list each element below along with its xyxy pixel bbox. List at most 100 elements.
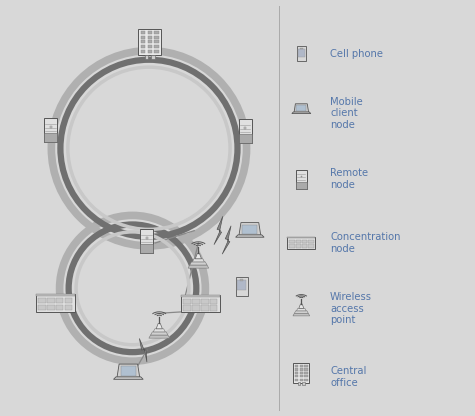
Text: Concentration
node: Concentration node [330, 232, 401, 254]
Bar [56, 298, 63, 303]
Polygon shape [293, 313, 310, 316]
Polygon shape [190, 262, 207, 265]
Bar [295, 365, 298, 367]
Bar [293, 363, 310, 383]
Bar [236, 277, 247, 296]
Bar [148, 31, 152, 34]
Bar [289, 240, 294, 243]
Bar [297, 47, 306, 61]
Polygon shape [117, 364, 140, 377]
Bar [44, 134, 57, 141]
Bar [304, 379, 308, 381]
Bar [244, 127, 247, 129]
Bar [237, 280, 246, 290]
Bar [296, 105, 306, 111]
Bar [56, 305, 63, 310]
Bar [300, 375, 303, 377]
Bar [298, 49, 305, 57]
Bar [36, 294, 75, 312]
Bar [148, 40, 152, 44]
Bar [295, 372, 298, 374]
Bar [154, 40, 159, 44]
Bar [210, 305, 218, 311]
Bar [148, 50, 152, 53]
Text: Wireless
access
point: Wireless access point [330, 292, 372, 325]
Bar [295, 379, 298, 381]
Bar [38, 298, 46, 303]
Polygon shape [292, 112, 311, 114]
Bar [296, 170, 306, 188]
Bar [180, 295, 220, 312]
Bar [301, 176, 302, 177]
Bar [154, 45, 159, 48]
Bar [302, 244, 307, 248]
Bar [304, 372, 308, 374]
Bar [304, 375, 308, 377]
Bar [146, 237, 148, 239]
Bar [296, 182, 306, 188]
Bar [154, 31, 159, 34]
Bar [44, 118, 57, 141]
Bar [295, 240, 301, 243]
Bar [304, 365, 308, 367]
Polygon shape [139, 339, 147, 362]
Bar [295, 375, 298, 377]
Bar [138, 29, 161, 55]
Bar [148, 45, 152, 48]
Bar [298, 382, 300, 385]
Polygon shape [222, 226, 231, 254]
Bar [36, 294, 75, 297]
Bar [192, 299, 199, 304]
Bar [308, 244, 314, 248]
Bar [141, 40, 145, 44]
Polygon shape [114, 377, 143, 379]
Bar [141, 31, 145, 34]
Bar [300, 372, 303, 374]
Bar [151, 55, 154, 59]
Bar [210, 299, 218, 304]
Polygon shape [239, 223, 261, 235]
Bar [302, 382, 305, 385]
Polygon shape [236, 235, 264, 237]
Bar [300, 369, 303, 371]
Bar [148, 36, 152, 39]
Bar [50, 126, 52, 128]
Polygon shape [296, 308, 306, 311]
Bar [180, 295, 220, 297]
Text: Remote
node: Remote node [330, 168, 368, 190]
Polygon shape [156, 323, 162, 329]
Polygon shape [195, 253, 201, 259]
Polygon shape [149, 335, 170, 338]
Bar [295, 244, 301, 248]
Bar [141, 50, 145, 53]
Text: Central
office: Central office [330, 366, 367, 388]
Text: Cell phone: Cell phone [330, 49, 383, 59]
Bar [154, 36, 159, 39]
Bar [289, 244, 294, 248]
Bar [308, 240, 314, 243]
Bar [242, 225, 257, 234]
Bar [47, 305, 55, 310]
Bar [192, 305, 199, 311]
Polygon shape [151, 332, 168, 335]
Polygon shape [294, 311, 308, 313]
Polygon shape [214, 216, 223, 245]
Bar [154, 50, 159, 53]
Bar [300, 365, 303, 367]
Bar [239, 119, 252, 143]
Polygon shape [299, 304, 304, 308]
Bar [295, 369, 298, 371]
Polygon shape [188, 265, 209, 268]
Bar [300, 379, 303, 381]
Polygon shape [153, 329, 165, 332]
Bar [65, 298, 72, 303]
Bar [141, 245, 153, 253]
Text: Mobile
client
node: Mobile client node [330, 97, 363, 130]
Bar [144, 55, 148, 59]
Bar [239, 134, 252, 143]
Bar [304, 369, 308, 371]
Bar [47, 298, 55, 303]
Bar [141, 45, 145, 48]
Bar [300, 48, 303, 50]
Bar [302, 240, 307, 243]
